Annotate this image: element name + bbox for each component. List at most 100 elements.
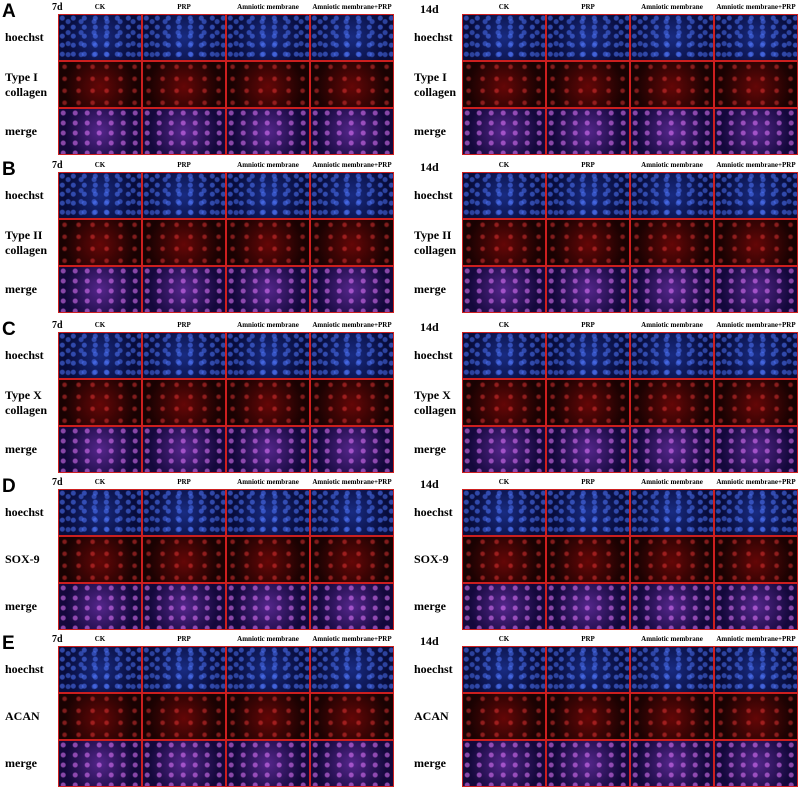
micrograph-merge (58, 740, 142, 787)
micrograph-merge (226, 108, 310, 155)
column-header: PRP (177, 161, 191, 169)
micrograph-stain (462, 693, 546, 740)
micrograph-merge (226, 583, 310, 630)
micrograph-hoechst (714, 489, 798, 536)
micrograph-merge (142, 583, 226, 630)
row-label: Type X collagen (5, 387, 47, 417)
column-header: CK (94, 3, 106, 11)
row-label: hoechst (414, 662, 453, 676)
micrograph-hoechst (226, 14, 310, 61)
micrograph-stain (58, 61, 142, 108)
micrograph-merge (546, 426, 630, 473)
row-label: merge (5, 282, 37, 296)
micrograph-merge (142, 108, 226, 155)
row-label: merge (5, 442, 37, 456)
micrograph-stain (546, 693, 630, 740)
micrograph-stain (142, 61, 226, 108)
micrograph-hoechst (142, 172, 226, 219)
micrograph-merge (714, 426, 798, 473)
row-label: hoechst (414, 188, 453, 202)
column-header: Amniotic membrane (237, 3, 299, 11)
column-header: Amniotic membrane (641, 161, 703, 169)
micrograph-merge (462, 108, 546, 155)
column-header: CK (498, 3, 510, 11)
row-label: hoechst (5, 30, 44, 44)
micrograph-merge (630, 108, 714, 155)
micrograph-hoechst (546, 14, 630, 61)
column-header: Amniotic membrane+PRP (716, 635, 796, 643)
micrograph-stain (630, 379, 714, 426)
row-label: merge (414, 124, 446, 138)
column-header: Amniotic membrane (237, 635, 299, 643)
column-header: PRP (581, 635, 595, 643)
micrograph-merge (142, 266, 226, 313)
micrograph-hoechst (142, 646, 226, 693)
time-point-label: 7d (52, 320, 63, 331)
micrograph-stain (546, 379, 630, 426)
micrograph-merge (226, 740, 310, 787)
time-point-label: 14d (420, 160, 439, 174)
micrograph-hoechst (142, 332, 226, 379)
micrograph-hoechst (462, 489, 546, 536)
micrograph-stain (546, 61, 630, 108)
row-label: Type I collagen (5, 69, 47, 99)
micrograph-merge (58, 426, 142, 473)
column-header: Amniotic membrane+PRP (716, 3, 796, 11)
micrograph-hoechst (462, 332, 546, 379)
micrograph-merge (310, 266, 394, 313)
column-header: Amniotic membrane+PRP (312, 3, 392, 11)
micrograph-hoechst (462, 646, 546, 693)
panel-letter: A (2, 1, 16, 22)
micrograph-stain (58, 693, 142, 740)
micrograph-merge (462, 740, 546, 787)
micrograph-stain (462, 536, 546, 583)
micrograph-hoechst (630, 646, 714, 693)
micrograph-stain (58, 219, 142, 266)
micrograph-stain (226, 379, 310, 426)
micrograph-hoechst (58, 14, 142, 61)
row-label: merge (5, 756, 37, 770)
column-header: PRP (581, 161, 595, 169)
column-header: Amniotic membrane (641, 3, 703, 11)
micrograph-hoechst (714, 172, 798, 219)
micrograph-hoechst (58, 332, 142, 379)
row-label: hoechst (414, 505, 453, 519)
micrograph-merge (226, 426, 310, 473)
column-header: Amniotic membrane+PRP (716, 478, 796, 486)
micrograph-merge (714, 108, 798, 155)
micrograph-stain (142, 379, 226, 426)
micrograph-hoechst (630, 489, 714, 536)
column-header: PRP (177, 3, 191, 11)
micrograph-stain (546, 219, 630, 266)
micrograph-hoechst (462, 14, 546, 61)
row-label: merge (414, 756, 446, 770)
column-header: Amniotic membrane+PRP (312, 635, 392, 643)
micrograph-hoechst (546, 646, 630, 693)
micrograph-stain (630, 219, 714, 266)
row-label: hoechst (5, 505, 44, 519)
column-header: PRP (581, 321, 595, 329)
row-label: hoechst (414, 30, 453, 44)
micrograph-stain (310, 536, 394, 583)
micrograph-hoechst (546, 332, 630, 379)
micrograph-merge (310, 108, 394, 155)
column-header: PRP (581, 3, 595, 11)
micrograph-stain (226, 536, 310, 583)
row-label: merge (5, 599, 37, 613)
column-header: Amniotic membrane (237, 478, 299, 486)
micrograph-hoechst (58, 489, 142, 536)
micrograph-merge (714, 266, 798, 313)
row-label: hoechst (414, 348, 453, 362)
micrograph-hoechst (630, 14, 714, 61)
row-label: merge (414, 282, 446, 296)
micrograph-hoechst (714, 646, 798, 693)
column-header: CK (94, 321, 106, 329)
micrograph-hoechst (226, 172, 310, 219)
row-label: Type II collagen (5, 227, 47, 257)
micrograph-merge (546, 583, 630, 630)
micrograph-stain (462, 379, 546, 426)
column-header: Amniotic membrane (641, 321, 703, 329)
micrograph-merge (58, 583, 142, 630)
micrograph-merge (630, 426, 714, 473)
micrograph-hoechst (310, 489, 394, 536)
